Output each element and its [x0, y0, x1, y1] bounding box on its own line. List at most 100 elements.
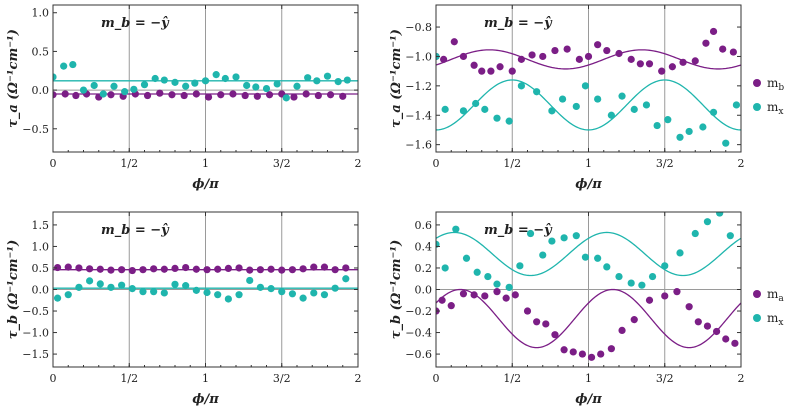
- data-point-teal: [293, 82, 301, 90]
- data-point-teal: [256, 283, 264, 291]
- data-point-purple: [627, 55, 635, 63]
- data-point-teal: [517, 82, 526, 90]
- data-point-teal: [716, 212, 724, 217]
- data-point-teal: [572, 232, 580, 240]
- data-point-purple: [630, 316, 638, 324]
- data-point-teal: [139, 288, 147, 296]
- data-point-purple: [265, 91, 274, 99]
- data-point-purple: [459, 290, 468, 298]
- data-point-teal: [331, 284, 339, 292]
- data-point-purple: [290, 93, 298, 101]
- data-point-purple: [470, 61, 478, 69]
- panel-annotation: m_b = −ŷ: [484, 223, 553, 238]
- data-point-purple: [645, 60, 654, 68]
- x-tick-label: 3/2: [656, 372, 674, 385]
- data-point-teal: [484, 272, 492, 281]
- data-point-teal: [171, 78, 179, 86]
- data-point-purple: [331, 266, 339, 274]
- data-point-teal: [703, 218, 712, 226]
- legend-label: mb: [767, 76, 784, 93]
- fit-curve-purple: [436, 288, 741, 349]
- data-point-purple: [702, 39, 710, 47]
- data-point-purple: [128, 266, 136, 275]
- x-axis-title: ϕ/π: [575, 177, 602, 192]
- data-point-purple: [668, 63, 676, 71]
- data-point-teal: [221, 74, 229, 83]
- data-point-purple: [551, 46, 559, 55]
- data-point-teal: [539, 251, 547, 259]
- x-tick-label: 1/2: [120, 372, 138, 385]
- data-point-purple: [694, 318, 702, 326]
- data-point-purple: [578, 350, 587, 358]
- data-point-teal: [282, 94, 290, 102]
- data-point-purple: [438, 296, 446, 304]
- x-axis-title: ϕ/π: [192, 177, 219, 192]
- y-tick-label: 0.5: [32, 45, 50, 58]
- data-point-teal: [323, 72, 332, 80]
- x-tick-label: 0: [433, 157, 440, 170]
- data-point-teal: [128, 285, 136, 293]
- data-point-purple: [722, 335, 730, 343]
- data-point-purple: [470, 291, 478, 299]
- data-point-teal: [526, 229, 535, 238]
- data-point-teal: [459, 107, 468, 115]
- panel-annotation: m_b = −ŷ: [101, 223, 170, 238]
- data-point-teal: [441, 105, 449, 113]
- data-point-teal: [110, 82, 118, 90]
- data-point-teal: [581, 253, 590, 261]
- data-point-purple: [107, 266, 115, 274]
- y-tick-label: 0.4: [415, 240, 433, 253]
- data-point-purple: [713, 327, 721, 336]
- legend-label-subscript: x: [778, 107, 783, 117]
- data-point-purple: [703, 322, 712, 330]
- y-tick-label: −0.5: [22, 305, 49, 318]
- x-tick-label: 2: [355, 157, 362, 170]
- data-point-teal: [203, 288, 211, 297]
- data-point-teal: [90, 81, 98, 90]
- data-point-teal: [313, 77, 321, 85]
- data-point-teal: [201, 77, 210, 85]
- legend-label-subscript: x: [778, 318, 783, 328]
- data-point-purple: [719, 45, 727, 53]
- data-point-teal: [627, 279, 635, 287]
- data-point-teal: [273, 80, 281, 88]
- data-point-teal: [151, 74, 159, 83]
- data-point-purple: [584, 52, 593, 61]
- fit-curve-teal: [436, 79, 741, 131]
- data-point-purple: [118, 266, 126, 274]
- data-point-purple: [192, 265, 200, 273]
- data-point-purple: [241, 91, 249, 100]
- data-point-teal: [452, 225, 460, 233]
- data-point-teal: [224, 295, 232, 303]
- data-point-purple: [53, 91, 57, 99]
- data-point-teal: [171, 280, 179, 288]
- data-point-teal: [691, 229, 699, 238]
- y-tick-label: −1.2: [405, 80, 432, 93]
- data-point-purple: [299, 265, 307, 273]
- y-tick-label: −1.4: [405, 109, 432, 122]
- data-point-purple: [246, 266, 254, 274]
- x-axis-title: ϕ/π: [575, 392, 602, 407]
- data-point-purple: [569, 348, 577, 356]
- data-point-teal: [69, 60, 77, 69]
- data-point-teal: [160, 76, 168, 84]
- data-point-purple: [339, 92, 347, 100]
- data-point-purple: [481, 292, 489, 300]
- data-point-teal: [192, 286, 200, 294]
- data-point-purple: [64, 263, 72, 271]
- data-point-teal: [182, 82, 190, 90]
- data-point-purple: [539, 52, 547, 61]
- data-point-purple: [192, 90, 200, 98]
- data-point-purple: [731, 339, 739, 347]
- data-point-teal: [53, 73, 57, 81]
- data-point-purple: [493, 288, 501, 296]
- data-point-teal: [732, 101, 741, 109]
- x-tick-label: 0: [433, 372, 440, 385]
- y-tick-label: 1.5: [32, 219, 50, 232]
- legend-label-subscript: b: [778, 83, 784, 93]
- data-point-teal: [64, 291, 72, 299]
- x-tick-label: 2: [738, 157, 745, 170]
- y-tick-label: −0.4: [405, 327, 432, 340]
- y-tick-label: 0.0: [415, 284, 433, 297]
- y-axis-title: τ_a (Ω⁻¹cm⁻¹): [389, 29, 404, 128]
